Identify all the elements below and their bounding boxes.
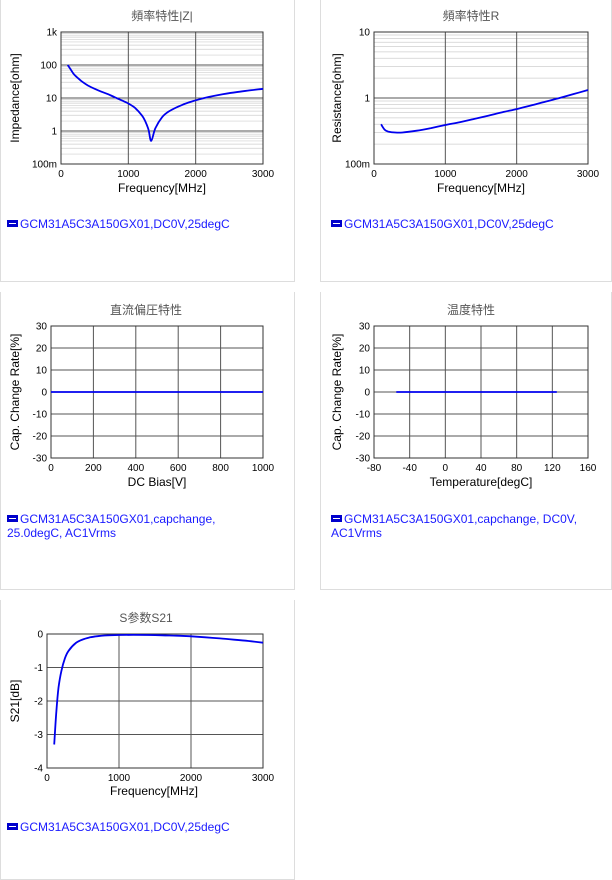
temperature-chart: 温度特性 -30 -20 -10 0 10 20 30 -80 -40 0 40 80 120 160 T… — [330, 302, 597, 489]
legend-label: GCM31A5C3A150GX01,capchange, 25.0degC, A… — [7, 512, 216, 540]
impedance-chart: 頻率特性|Z| 100m 1 10 100 1k 0 1000 2000 3000 Freque… — [8, 8, 275, 195]
chart-title: 頻率特性R — [443, 8, 500, 23]
legend-entry[interactable]: GCM31A5C3A150GX01,capchange, DC0V, AC1Vr… — [331, 512, 606, 540]
y-tick-label: 1k — [46, 28, 58, 39]
y-axis-label: Impedance[ohm] — [8, 53, 22, 142]
x-axis-label: Temperature[degC] — [430, 475, 533, 489]
series-line — [66, 64, 264, 142]
resistance-chart: 頻率特性R 100m 1 10 0 1000 2000 3000 Frequency[MHz… — [330, 8, 600, 195]
series-line — [53, 634, 264, 745]
y-tick-label: -1 — [34, 663, 43, 674]
x-axis-label: Frequency[MHz] — [110, 784, 198, 798]
y-axis-label: Cap. Change Rate[%] — [330, 334, 344, 451]
chart-card-resistance: 頻率特性R 100m 1 10 0 1000 2000 3000 Frequency[MHz… — [320, 0, 612, 282]
legend-swatch — [331, 515, 342, 522]
y-tick-label: 100m — [32, 160, 57, 171]
legend-swatch — [7, 220, 18, 227]
chart-card-dc-bias: 直流偏圧特性 -30 -20 -10 0 10 20 30 0 200 400 600 800 1000… — [0, 292, 295, 590]
plot-frame — [46, 633, 264, 769]
y-tick-label: 10 — [36, 366, 48, 377]
plot-frame — [373, 325, 589, 459]
series-line — [380, 89, 589, 134]
x-axis-label: Frequency[MHz] — [118, 181, 206, 195]
plot-frame — [373, 31, 589, 165]
x-tick-label: 80 — [511, 463, 523, 474]
legend-label: GCM31A5C3A150GX01,DC0V,25degC — [20, 217, 230, 231]
y-axis-label: S21[dB] — [8, 680, 22, 723]
y-tick-label: 0 — [41, 388, 47, 399]
y-tick-label: 0 — [37, 630, 43, 641]
y-tick-label: 10 — [359, 28, 371, 39]
y-tick-label: 10 — [46, 94, 58, 105]
chart-title: 頻率特性|Z| — [131, 8, 193, 23]
x-tick-label: 2000 — [506, 169, 529, 180]
legend-swatch — [331, 220, 342, 227]
legend-label: GCM31A5C3A150GX01,DC0V,25degC — [344, 217, 554, 231]
legend-entry[interactable]: GCM31A5C3A150GX01,capchange, 25.0degC, A… — [7, 512, 257, 540]
x-tick-label: 2000 — [180, 773, 203, 784]
y-tick-label: -10 — [356, 410, 371, 421]
x-tick-label: 200 — [85, 463, 102, 474]
legend-label: GCM31A5C3A150GX01,capchange, DC0V, AC1Vr… — [331, 512, 578, 540]
y-tick-label: -2 — [34, 697, 43, 708]
x-tick-label: 3000 — [577, 169, 600, 180]
x-tick-label: 0 — [371, 169, 377, 180]
x-tick-label: 0 — [58, 169, 64, 180]
y-tick-label: 100m — [345, 160, 370, 171]
x-tick-label: 1000 — [108, 773, 131, 784]
y-axis-label: Cap. Change Rate[%] — [8, 334, 22, 451]
y-tick-label: -20 — [356, 432, 371, 443]
chart-title: 直流偏圧特性 — [110, 302, 182, 317]
y-tick-label: 1 — [364, 94, 370, 105]
legend-entry[interactable]: GCM31A5C3A150GX01,DC0V,25degC — [7, 820, 230, 834]
x-tick-label: 1000 — [117, 169, 140, 180]
s21-chart: S参数S21 -4 -3 -2 -1 0 0 1000 2000 3000 Frequency[… — [8, 610, 275, 798]
x-tick-label: 3000 — [252, 773, 275, 784]
x-tick-label: 2000 — [185, 169, 208, 180]
y-tick-label: 1 — [51, 127, 57, 138]
x-axis-label: Frequency[MHz] — [437, 181, 525, 195]
x-tick-label: 800 — [212, 463, 229, 474]
x-tick-label: 400 — [127, 463, 144, 474]
chart-card-temperature: 温度特性 -30 -20 -10 0 10 20 30 -80 -40 0 40 80 120 160 T… — [320, 292, 612, 590]
x-tick-label: 600 — [170, 463, 187, 474]
y-tick-label: 20 — [359, 344, 371, 355]
y-tick-label: -10 — [33, 410, 48, 421]
x-tick-label: 3000 — [252, 169, 275, 180]
x-tick-label: 40 — [475, 463, 487, 474]
y-tick-label: 30 — [36, 322, 48, 333]
y-tick-label: -3 — [34, 730, 43, 741]
x-axis-label: DC Bias[V] — [128, 475, 187, 489]
x-tick-label: -80 — [367, 463, 382, 474]
x-tick-label: 0 — [443, 463, 449, 474]
x-tick-label: 0 — [48, 463, 54, 474]
dc-bias-chart: 直流偏圧特性 -30 -20 -10 0 10 20 30 0 200 400 600 800 1000… — [8, 302, 275, 489]
y-tick-label: 0 — [364, 388, 370, 399]
x-tick-label: -40 — [402, 463, 417, 474]
legend-label: GCM31A5C3A150GX01,DC0V,25degC — [20, 820, 230, 834]
y-tick-label: 100 — [40, 61, 57, 72]
legend-swatch — [7, 515, 18, 522]
legend-entry[interactable]: GCM31A5C3A150GX01,DC0V,25degC — [7, 217, 230, 231]
y-tick-label: -20 — [33, 432, 48, 443]
x-tick-label: 1000 — [434, 169, 457, 180]
x-tick-label: 160 — [580, 463, 597, 474]
x-tick-label: 1000 — [252, 463, 275, 474]
y-tick-label: -30 — [356, 454, 371, 465]
chart-card-s21: S参数S21 -4 -3 -2 -1 0 0 1000 2000 3000 Frequency[… — [0, 600, 295, 880]
legend-swatch — [7, 823, 18, 830]
y-tick-label: 30 — [359, 322, 371, 333]
plot-frame — [60, 31, 264, 165]
y-tick-label: 10 — [359, 366, 371, 377]
chart-title: S参数S21 — [119, 610, 173, 625]
chart-card-impedance: 頻率特性|Z| 100m 1 10 100 1k 0 1000 2000 3000 Freque… — [0, 0, 295, 282]
chart-title: 温度特性 — [447, 302, 495, 317]
y-tick-label: -4 — [34, 764, 43, 775]
x-tick-label: 0 — [44, 773, 50, 784]
y-tick-label: 20 — [36, 344, 48, 355]
y-axis-label: Resistance[ohm] — [330, 53, 344, 142]
y-tick-label: -30 — [33, 454, 48, 465]
legend-entry[interactable]: GCM31A5C3A150GX01,DC0V,25degC — [331, 217, 554, 231]
x-tick-label: 120 — [544, 463, 561, 474]
